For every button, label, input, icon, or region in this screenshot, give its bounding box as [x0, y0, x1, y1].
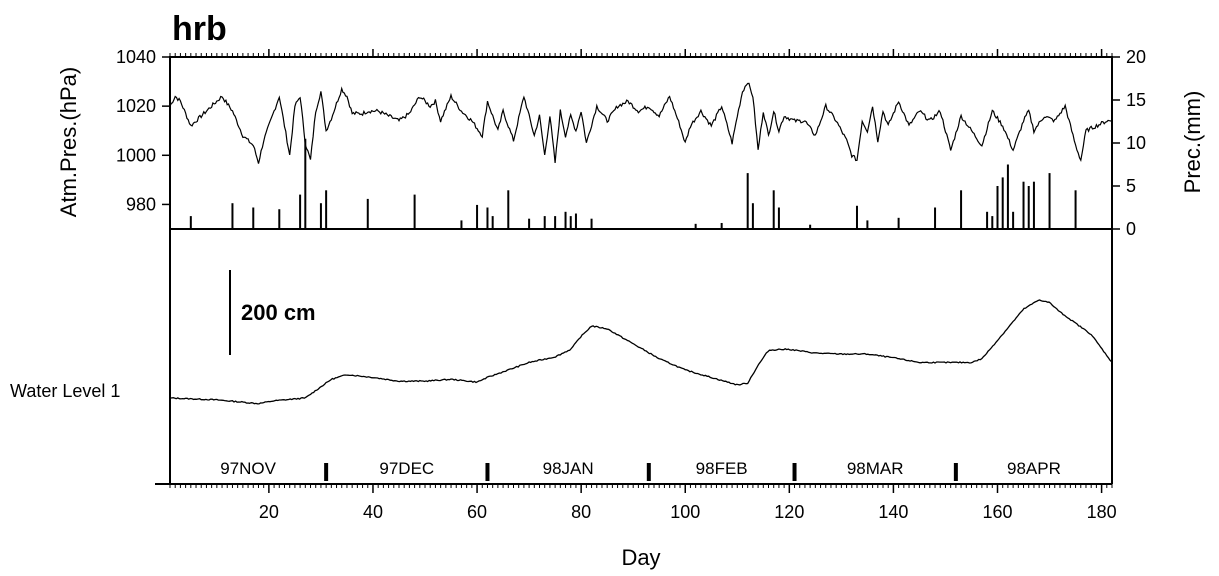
- water-level-line: [169, 299, 1112, 405]
- month-label: 98MAR: [847, 459, 904, 478]
- left-y-tick-label: 980: [126, 194, 156, 214]
- right-y-axis-label: Prec.(mm): [1180, 91, 1205, 194]
- month-boundary-marker: [953, 463, 958, 481]
- month-label: 98FEB: [696, 459, 748, 478]
- right-y-tick-label: 0: [1126, 219, 1136, 239]
- left-y-tick-label: 1040: [116, 47, 156, 67]
- month-boundary-marker: [485, 463, 490, 481]
- water-level-series-label: Water Level 1: [10, 381, 120, 401]
- left-y-tick-label: 1000: [116, 145, 156, 165]
- month-label: 97DEC: [379, 459, 434, 478]
- month-boundary-marker: [792, 463, 797, 481]
- chart-title: hrb: [172, 10, 227, 48]
- x-tick-label: 140: [878, 502, 908, 522]
- month-boundary-marker: [324, 463, 329, 481]
- month-boundary-marker: [646, 463, 651, 481]
- right-y-tick-label: 20: [1126, 47, 1146, 67]
- month-label: 98JAN: [543, 459, 594, 478]
- right-y-tick-label: 10: [1126, 133, 1146, 153]
- x-tick-label: 160: [982, 502, 1012, 522]
- scale-bar-label: 200 cm: [241, 300, 316, 325]
- left-y-tick-label: 1020: [116, 96, 156, 116]
- x-tick-label: 100: [670, 502, 700, 522]
- x-tick-label: 40: [363, 502, 383, 522]
- left-y-axis-label: Atm.Pres.(hPa): [56, 67, 81, 217]
- x-tick-label: 120: [774, 502, 804, 522]
- month-label: 97NOV: [220, 459, 276, 478]
- x-tick-label: 80: [571, 502, 591, 522]
- x-axis-label: Day: [621, 545, 660, 570]
- right-y-tick-label: 5: [1126, 176, 1136, 196]
- month-label: 98APR: [1007, 459, 1061, 478]
- x-tick-label: 60: [467, 502, 487, 522]
- pressure-panel-frame: [169, 56, 1113, 230]
- right-y-tick-label: 15: [1126, 90, 1146, 110]
- x-tick-label: 20: [259, 502, 279, 522]
- pressure-line: [169, 82, 1113, 164]
- x-tick-label: 180: [1087, 502, 1117, 522]
